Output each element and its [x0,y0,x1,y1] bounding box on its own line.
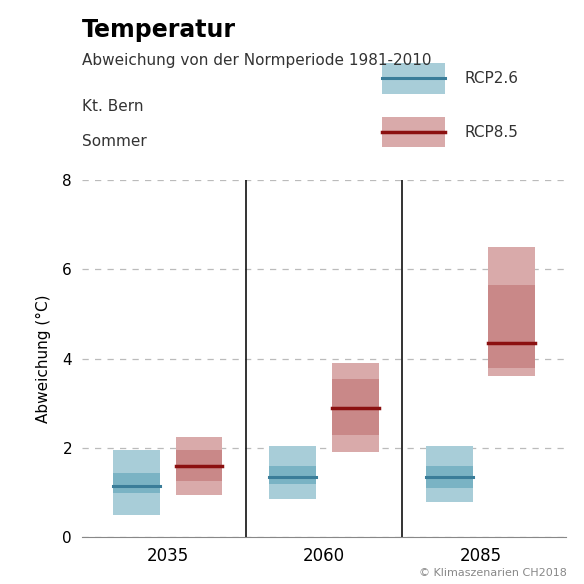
FancyBboxPatch shape [488,247,535,377]
Text: Abweichung von der Normperiode 1981-2010: Abweichung von der Normperiode 1981-2010 [82,53,431,68]
FancyBboxPatch shape [269,446,317,499]
FancyBboxPatch shape [383,63,445,94]
FancyBboxPatch shape [269,466,317,484]
FancyBboxPatch shape [176,450,223,481]
FancyBboxPatch shape [113,450,160,515]
Text: Temperatur: Temperatur [82,18,236,41]
Y-axis label: Abweichung (°C): Abweichung (°C) [36,294,51,423]
FancyBboxPatch shape [113,472,160,493]
FancyBboxPatch shape [426,446,472,502]
Text: © Klimaszenarien CH2018: © Klimaszenarien CH2018 [419,568,566,578]
FancyBboxPatch shape [426,466,472,488]
Text: Sommer: Sommer [82,134,147,150]
FancyBboxPatch shape [383,117,445,148]
FancyBboxPatch shape [176,437,223,495]
FancyBboxPatch shape [332,378,379,434]
FancyBboxPatch shape [488,285,535,367]
FancyBboxPatch shape [332,363,379,453]
Text: RCP2.6: RCP2.6 [465,71,519,86]
Text: RCP8.5: RCP8.5 [465,124,519,140]
Text: Kt. Bern: Kt. Bern [82,99,143,114]
